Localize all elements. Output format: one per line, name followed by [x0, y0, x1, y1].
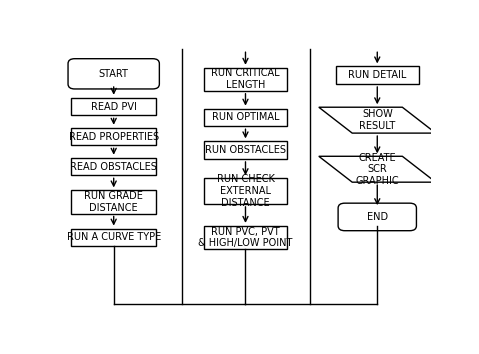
Text: READ PROPERTIES: READ PROPERTIES [68, 132, 159, 142]
Text: RUN DETAIL: RUN DETAIL [348, 70, 407, 80]
Text: RUN OBSTACLES: RUN OBSTACLES [205, 145, 286, 155]
Text: CREATE
SCR
GRAPHIC: CREATE SCR GRAPHIC [355, 153, 399, 186]
Bar [204, 109, 287, 126]
FancyBboxPatch shape [68, 59, 160, 89]
Text: RUN OPTIMAL: RUN OPTIMAL [212, 113, 279, 122]
Text: RUN GRADE
DISTANCE: RUN GRADE DISTANCE [84, 191, 143, 213]
Bar [71, 98, 156, 115]
Bar [204, 226, 287, 249]
Text: RUN A CURVE TYPE: RUN A CURVE TYPE [67, 232, 161, 242]
Text: READ OBSTACLES: READ OBSTACLES [70, 161, 157, 171]
Bar [71, 190, 156, 213]
Polygon shape [319, 107, 436, 133]
Text: RUN CHECK
EXTERNAL
DISTANCE: RUN CHECK EXTERNAL DISTANCE [217, 175, 274, 208]
Text: READ PVI: READ PVI [91, 102, 137, 112]
Text: END: END [367, 212, 388, 222]
Bar [71, 128, 156, 145]
FancyBboxPatch shape [338, 203, 416, 231]
Text: RUN PVC, PVT
& HIGH/LOW POINT: RUN PVC, PVT & HIGH/LOW POINT [198, 227, 293, 248]
Polygon shape [319, 156, 436, 182]
Bar [71, 229, 156, 246]
Bar [204, 68, 287, 91]
Bar [204, 141, 287, 159]
Bar [335, 66, 419, 84]
Text: SHOW
RESULT: SHOW RESULT [359, 109, 395, 131]
Text: RUN CRITICAL
LENGTH: RUN CRITICAL LENGTH [211, 68, 280, 90]
Text: START: START [99, 69, 129, 79]
Bar [204, 178, 287, 204]
Bar [71, 158, 156, 175]
